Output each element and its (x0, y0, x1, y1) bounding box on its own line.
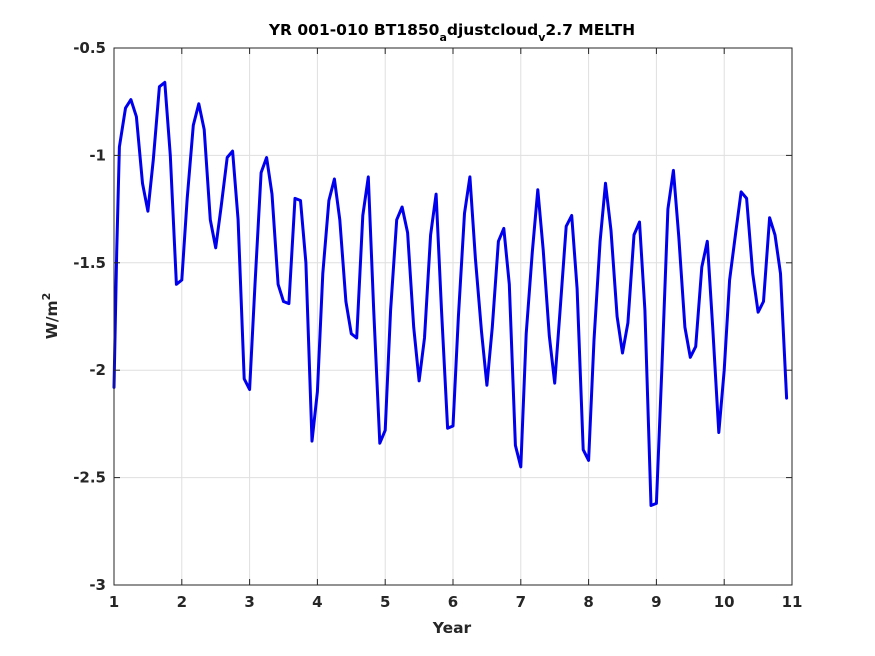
y-tick-label: -1.5 (73, 254, 106, 272)
y-tick-label: -3 (89, 576, 106, 594)
x-tick-label: 4 (312, 593, 322, 611)
x-axis-title: Year (432, 619, 472, 637)
x-tick-label: 9 (651, 593, 661, 611)
chart-title: YR 001-010 BT1850adjustcloudv2.7 MELTH (268, 21, 635, 44)
y-tick-label: -2 (89, 361, 106, 379)
y-tick-label: -1 (89, 146, 106, 164)
y-axis: -3 -2.5 -2 -1.5 -1 -0.5 (73, 39, 792, 594)
series-line (112, 80, 789, 507)
x-tick-label: 3 (244, 593, 254, 611)
x-tick-label: 10 (714, 593, 735, 611)
x-tick-label: 5 (380, 593, 390, 611)
x-axis: 1 2 3 4 5 6 7 8 9 10 11 (109, 48, 803, 611)
x-tick-label: 11 (782, 593, 803, 611)
x-tick-label: 7 (516, 593, 526, 611)
y-axis-title: W/m2 (40, 293, 61, 340)
y-tick-label: -2.5 (73, 469, 106, 487)
y-tick-label: -0.5 (73, 39, 106, 57)
x-tick-label: 8 (583, 593, 593, 611)
x-tick-label: 1 (109, 593, 119, 611)
x-tick-label: 2 (177, 593, 187, 611)
x-tick-label: 6 (448, 593, 458, 611)
series-layer (112, 80, 789, 507)
